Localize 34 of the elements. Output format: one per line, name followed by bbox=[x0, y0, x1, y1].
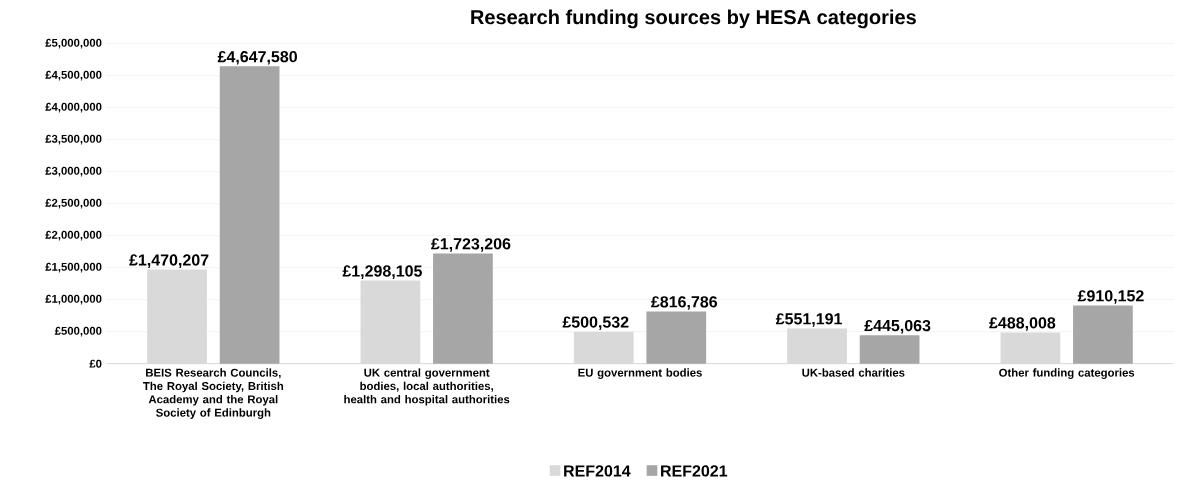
chart-title: Research funding sources by HESA categories bbox=[471, 9, 916, 29]
legend-label: REF2014 bbox=[564, 465, 631, 477]
bar bbox=[219, 66, 280, 364]
data-label: £488,008 bbox=[989, 317, 1056, 331]
data-label: £4,647,580 bbox=[217, 50, 297, 65]
data-label: £1,470,207 bbox=[129, 254, 209, 268]
data-label: £500,532 bbox=[562, 316, 629, 331]
bar bbox=[1073, 305, 1133, 364]
data-label: £551,191 bbox=[775, 313, 842, 327]
y-tick-label: £5,000,000 bbox=[45, 38, 102, 49]
y-tick-label: £3,000,000 bbox=[45, 166, 102, 177]
x-tick-label: BEIS Research Councils, The Royal Society, British Academy and the Royal Society of Edinburgh bbox=[143, 368, 284, 419]
x-tick-label: UK-based charities bbox=[802, 368, 905, 377]
y-tick-label: £1,000,000 bbox=[45, 294, 102, 305]
legend-label: REF2021 bbox=[661, 465, 728, 477]
y-tick-label: £4,500,000 bbox=[45, 70, 102, 81]
bar bbox=[433, 253, 493, 364]
bar bbox=[646, 311, 707, 364]
x-tick-label: Other funding categories bbox=[999, 368, 1135, 379]
y-tick-label: £2,500,000 bbox=[45, 198, 102, 209]
data-label: £445,063 bbox=[864, 319, 931, 334]
bar bbox=[859, 335, 920, 364]
x-tick-label: EU government bodies bbox=[578, 368, 702, 379]
y-tick-label: £1,500,000 bbox=[45, 262, 102, 273]
y-tick-label: £3,500,000 bbox=[45, 134, 102, 145]
data-label: £1,723,206 bbox=[431, 238, 511, 252]
y-tick-label: £500,000 bbox=[54, 326, 102, 337]
data-label: £910,152 bbox=[1077, 290, 1144, 304]
y-tick-label: £4,000,000 bbox=[45, 102, 102, 113]
y-tick-label: £0 bbox=[89, 359, 102, 368]
y-tick-label: £2,000,000 bbox=[45, 230, 102, 241]
x-tick-label: UK central government bodies, local authorities, health and hospital authorities bbox=[344, 368, 510, 406]
data-label: £1,298,105 bbox=[342, 265, 422, 279]
data-label: £816,786 bbox=[651, 296, 718, 310]
